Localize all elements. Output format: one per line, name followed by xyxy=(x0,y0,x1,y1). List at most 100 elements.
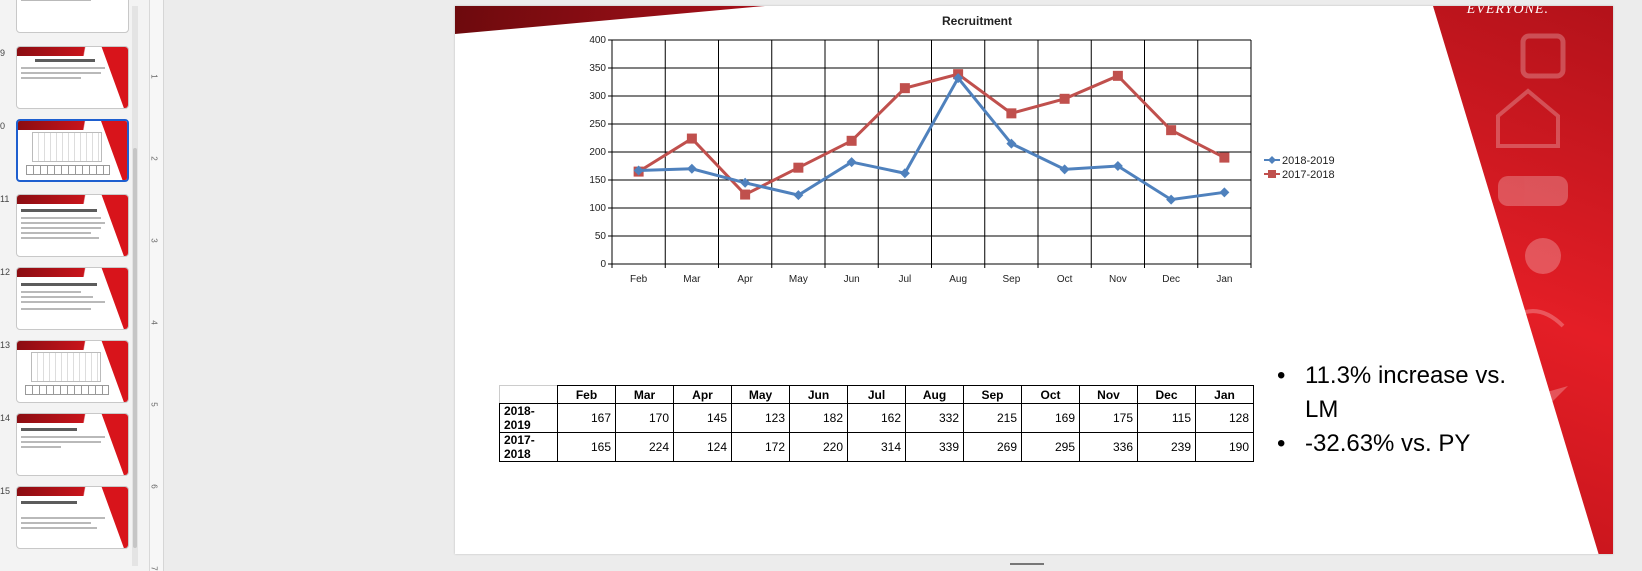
table-row: 2017-2018 165 224 124 172 220 314 339 26… xyxy=(499,432,1254,462)
data-point xyxy=(1112,161,1123,171)
slide-number: 0 xyxy=(0,121,6,131)
series-line xyxy=(638,75,1225,202)
slide-number: 9 xyxy=(0,48,6,58)
resize-handle[interactable] xyxy=(1010,563,1044,565)
data-point xyxy=(1059,164,1070,175)
y-tick-label: 100 xyxy=(589,203,606,214)
table-cell: 332 xyxy=(905,403,964,433)
thumb-text-line xyxy=(21,291,81,293)
data-point xyxy=(633,165,644,176)
x-tick-label: Nov xyxy=(1109,274,1127,285)
data-point xyxy=(1219,187,1230,198)
slide-number: 13 xyxy=(0,340,11,350)
thumb-text-line xyxy=(21,441,101,443)
table-cell: 314 xyxy=(847,432,906,462)
x-tick-label: Jul xyxy=(898,274,911,285)
thumb-text-line xyxy=(21,522,91,524)
data-point xyxy=(953,73,964,84)
data-point xyxy=(793,162,804,173)
slide-thumbnail-11[interactable] xyxy=(16,194,129,257)
thumb-text-line xyxy=(21,517,105,519)
data-point xyxy=(1166,194,1177,205)
thumb-header-band xyxy=(17,47,128,56)
y-tick-label: 50 xyxy=(595,231,607,242)
table-cell: 269 xyxy=(963,432,1022,462)
data-point xyxy=(740,177,751,188)
thumb-header-band xyxy=(18,121,127,130)
slide-thumbnail-8[interactable] xyxy=(16,0,129,33)
slide-thumbnail-10[interactable] xyxy=(16,119,129,182)
slide-number: 11 xyxy=(0,194,10,204)
y-tick-label: 200 xyxy=(589,147,606,158)
ruler-mark: 5 xyxy=(149,402,159,407)
thumb-title xyxy=(21,501,77,504)
slide-number: 14 xyxy=(0,413,11,423)
thumb-text-line xyxy=(21,0,91,1)
slide-thumbnail-13[interactable] xyxy=(16,340,129,403)
table-row-label: 2018-2019 xyxy=(499,403,558,433)
data-point xyxy=(846,157,857,168)
data-point xyxy=(899,168,910,179)
slide-thumbnail-9[interactable] xyxy=(16,46,129,109)
table-header: Nov xyxy=(1079,385,1138,404)
slide-thumbnail-pane: 9 0 11 12 xyxy=(0,0,150,571)
table-header-row: Feb Mar Apr May Jun Jul Aug Sep Oct Nov … xyxy=(499,385,1254,404)
table-row-label: 2017-2018 xyxy=(499,432,558,462)
x-tick-label: Feb xyxy=(630,274,648,285)
thumb-header-band xyxy=(17,341,128,350)
x-tick-label: Mar xyxy=(683,274,701,285)
bullet-item: • 11.3% increase vs. LM xyxy=(1277,359,1537,427)
x-axis: Feb Mar Apr May Jun Jul Aug Sep Oct Nov Dec Jan xyxy=(630,274,1232,285)
table-row: 2018-2019 167 170 145 123 182 162 332 21… xyxy=(499,403,1254,433)
thumb-chart xyxy=(32,132,102,162)
data-point xyxy=(686,163,697,174)
slide-thumbnail-12[interactable] xyxy=(16,267,129,330)
thumb-title xyxy=(21,428,77,431)
chart-gridlines xyxy=(611,39,1252,268)
thumb-table xyxy=(25,385,109,395)
table-header: Dec xyxy=(1137,385,1196,404)
thumb-text-line xyxy=(21,301,105,303)
recruitment-data-table: Feb Mar Apr May Jun Jul Aug Sep Oct Nov … xyxy=(499,385,1254,462)
data-point xyxy=(1219,152,1230,163)
ruler-mark: 6 xyxy=(149,484,159,489)
thumb-text-line xyxy=(21,77,81,79)
thumb-text-line xyxy=(21,232,91,234)
y-axis: 0 50 100 150 200 250 300 350 400 xyxy=(589,35,612,270)
thumb-text-line xyxy=(21,72,101,74)
table-header: Jan xyxy=(1195,385,1254,404)
table-cell: 239 xyxy=(1137,432,1196,462)
recruitment-chart[interactable]: Recruitment 0 50 100 150 200 250 300 350 400 Feb… xyxy=(455,6,1495,356)
x-tick-label: Oct xyxy=(1057,274,1073,285)
vertical-ruler: 1 2 3 4 5 6 7 xyxy=(150,0,164,571)
y-tick-label: 400 xyxy=(589,35,606,46)
x-tick-label: Dec xyxy=(1162,274,1180,285)
data-point xyxy=(1166,125,1177,136)
data-point xyxy=(793,190,804,201)
table-header: Sep xyxy=(963,385,1022,404)
slide-canvas[interactable]: EVERYONE. Recruitment 0 50 100 150 200 250 300… xyxy=(455,6,1613,554)
chart-series xyxy=(633,69,1230,205)
chart-legend: 2018-2019 2017-2018 xyxy=(1264,155,1335,181)
thumb-text-line xyxy=(21,217,101,219)
table-cell: 124 xyxy=(673,432,732,462)
x-tick-label: May xyxy=(789,274,808,285)
table-corner-cell xyxy=(499,385,558,404)
y-tick-label: 300 xyxy=(589,91,606,102)
thumb-text-line xyxy=(21,227,101,229)
slide-thumbnail-14[interactable] xyxy=(16,413,129,476)
table-cell: 182 xyxy=(789,403,848,433)
table-cell: 172 xyxy=(731,432,790,462)
thumb-text-line xyxy=(21,436,105,438)
x-tick-label: Jan xyxy=(1216,274,1232,285)
table-header: May xyxy=(731,385,790,404)
ruler-mark: 1 xyxy=(149,74,159,79)
thumb-corner xyxy=(98,414,128,475)
table-header: Feb xyxy=(557,385,616,404)
slide-thumbnail-15[interactable] xyxy=(16,486,129,549)
table-cell: 169 xyxy=(1021,403,1080,433)
slide-number: 15 xyxy=(0,486,11,496)
data-point xyxy=(740,189,751,200)
thumbnail-scrollbar-thumb[interactable] xyxy=(133,148,137,548)
